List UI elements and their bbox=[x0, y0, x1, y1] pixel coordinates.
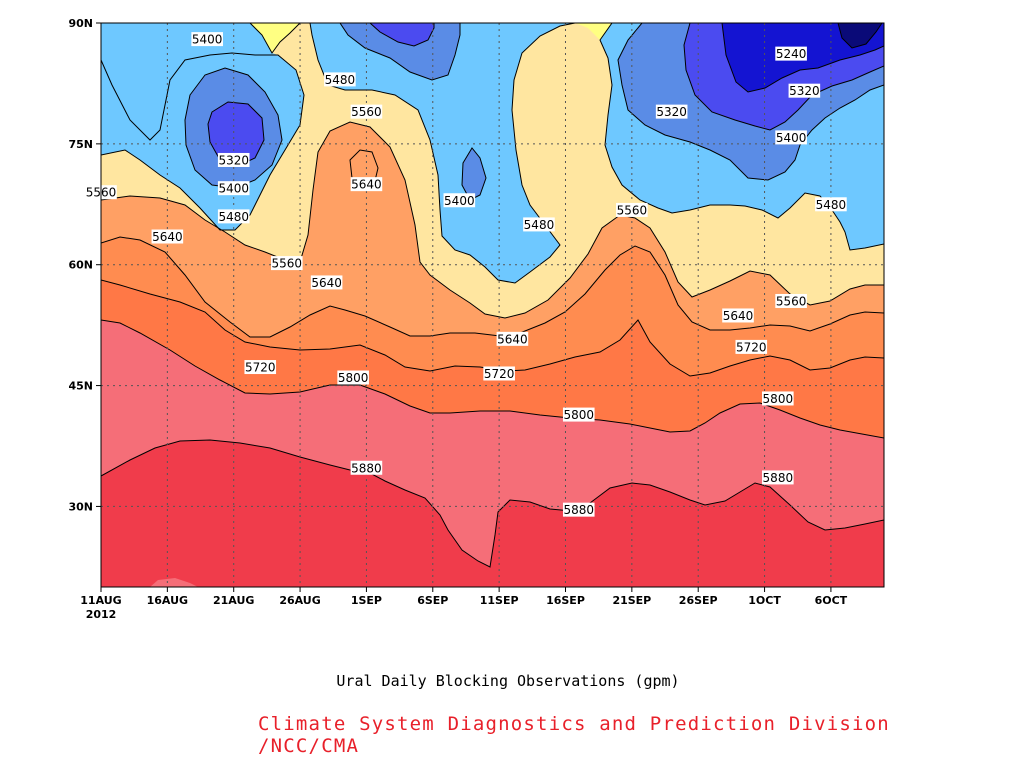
contour-label-bg bbox=[562, 407, 595, 422]
x-tick-label: 26SEP bbox=[679, 594, 718, 607]
contour-label: 5640 bbox=[311, 276, 342, 290]
contour-label-bg bbox=[350, 177, 383, 192]
contour-label-bg bbox=[562, 502, 595, 517]
contour-label: 5800 bbox=[763, 392, 794, 406]
x-tick-label: 1OCT bbox=[748, 594, 781, 607]
contour-label: 5640 bbox=[723, 309, 754, 323]
contour-fill-layer bbox=[101, 23, 884, 587]
contour-label-bg bbox=[191, 32, 223, 47]
contour-chart: 5400 5480 5560 5320 5400 5480 5640 5400 5560 5640… bbox=[68, 17, 885, 621]
contour-label: 5400 bbox=[444, 194, 475, 208]
band-lt-5080 bbox=[838, 23, 882, 48]
x-tick-label: 11SEP bbox=[480, 594, 519, 607]
contour-label: 5320 bbox=[218, 153, 249, 167]
grid-lines bbox=[101, 23, 884, 587]
chart-credit: Climate System Diagnostics and Predictio… bbox=[258, 713, 890, 757]
x-tick-label: 1SEP bbox=[351, 594, 382, 607]
contour-label-bg bbox=[523, 217, 555, 232]
contour-label: 5880 bbox=[563, 503, 594, 517]
contour-label: 5560 bbox=[617, 203, 648, 217]
contour-label-bg bbox=[775, 130, 807, 145]
contour-label: 5800 bbox=[338, 371, 369, 385]
contour-label-bg bbox=[775, 46, 807, 61]
contour-label: 5320 bbox=[789, 84, 820, 98]
contour-label: 5560 bbox=[351, 105, 382, 119]
contour-label: 5560 bbox=[776, 294, 807, 308]
contour-label: 5480 bbox=[524, 218, 555, 232]
contour-label-bg bbox=[310, 275, 343, 290]
contour-label: 5640 bbox=[497, 332, 528, 346]
contour-label-bg bbox=[775, 293, 807, 308]
contour-label-bg bbox=[443, 193, 476, 208]
contour-label-bg bbox=[496, 331, 529, 346]
contour-label-bg bbox=[324, 72, 356, 87]
x-tick-label: 6OCT bbox=[815, 594, 848, 607]
x-tick-label: 26AUG bbox=[279, 594, 320, 607]
contour-label-bg bbox=[350, 460, 383, 475]
contour-label: 5560 bbox=[272, 257, 303, 271]
y-tick-label: 45N bbox=[68, 380, 93, 393]
y-axis: 30N 45N 60N 75N 90N bbox=[68, 17, 101, 513]
y-tick-label: 60N bbox=[68, 259, 93, 272]
contour-label-bg bbox=[762, 470, 794, 485]
blob-south-edge bbox=[150, 578, 198, 587]
contour-label-bg bbox=[655, 104, 688, 119]
contour-label: 5640 bbox=[152, 230, 183, 244]
y-tick-label: 30N bbox=[68, 500, 93, 513]
plot-frame bbox=[100, 22, 885, 588]
contour-label-bg bbox=[350, 104, 383, 119]
contour-label: 5880 bbox=[351, 461, 382, 475]
contour-label: 5800 bbox=[563, 408, 594, 422]
contour-label-bg bbox=[483, 366, 515, 381]
x-tick-label: 11AUG bbox=[80, 594, 121, 607]
contour-label-bg bbox=[735, 339, 768, 354]
contour-label-bg bbox=[217, 181, 250, 196]
band-5160-5240 bbox=[208, 23, 884, 166]
contour-label: 5480 bbox=[218, 210, 249, 224]
contour-label-bg bbox=[616, 202, 648, 217]
contour-label-bg bbox=[244, 360, 277, 375]
x-tick-label: 6SEP bbox=[417, 594, 448, 607]
x-tick-label: 21AUG bbox=[213, 594, 254, 607]
x-tick-label: 16AUG bbox=[147, 594, 188, 607]
contour-label: 5400 bbox=[192, 33, 223, 47]
contour-label-bg bbox=[337, 370, 369, 385]
contour-label: 5720 bbox=[484, 367, 515, 381]
contour-label-bg bbox=[151, 229, 184, 244]
contour-label-bg bbox=[217, 209, 250, 224]
contour-label: 5720 bbox=[245, 361, 276, 375]
contour-label: 5240 bbox=[776, 47, 807, 61]
contour-label-bg bbox=[788, 83, 821, 98]
y-tick-label: 75N bbox=[68, 138, 93, 151]
contour-label: 5480 bbox=[816, 198, 847, 212]
contour-label-bg bbox=[270, 256, 303, 271]
y-tick-label: 90N bbox=[68, 17, 93, 30]
contour-label: 5400 bbox=[776, 131, 807, 145]
x-axis: 11AUG 16AUG 21AUG 26AUG 1SEP 6SEP 11SEP 16SEP 21… bbox=[80, 587, 848, 621]
x-tick-label: 21SEP bbox=[612, 594, 651, 607]
contour-label-bg bbox=[762, 391, 794, 406]
contour-label: 5720 bbox=[736, 340, 767, 354]
contour-label-layer: 5400 5480 5560 5320 5400 5480 5640 5400 5560 5640… bbox=[85, 32, 847, 517]
x-tick-label: 16SEP bbox=[546, 594, 585, 607]
chart-title: Ural Daily Blocking Observations (gpm) bbox=[336, 672, 680, 690]
contour-label: 5480 bbox=[325, 73, 356, 87]
contour-label-bg bbox=[722, 308, 754, 323]
contour-label: 5320 bbox=[656, 105, 687, 119]
contour-label: 5640 bbox=[351, 178, 382, 192]
contour-label: 5880 bbox=[763, 471, 794, 485]
contour-label: 5400 bbox=[218, 182, 249, 196]
x-year-label: 2012 bbox=[86, 608, 117, 621]
contour-label-bg bbox=[217, 152, 250, 167]
contour-label-bg bbox=[815, 197, 847, 212]
